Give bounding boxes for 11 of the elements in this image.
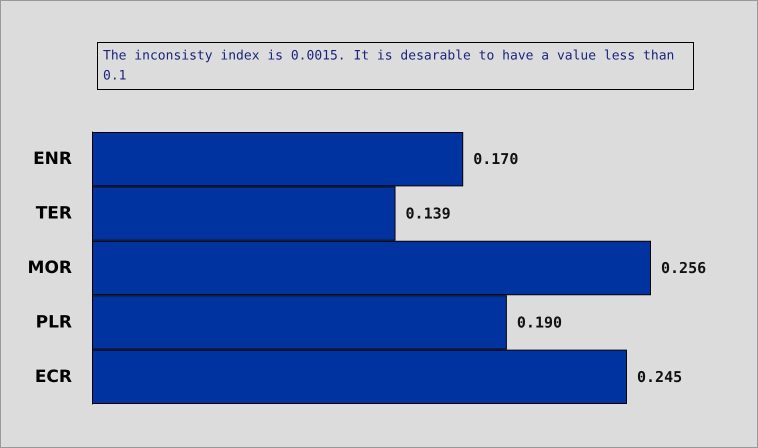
data-label: 0.256: [661, 259, 706, 277]
y-tick-label: ECR: [34, 366, 72, 387]
y-tick-label: TER: [36, 204, 72, 224]
y-tick-label: PLR: [36, 312, 72, 332]
data-label: 0.245: [636, 368, 682, 386]
data-label: 0.170: [473, 150, 518, 168]
data-label: 0.190: [516, 313, 562, 332]
data-label: 0.139: [406, 204, 451, 223]
text: The inconsisty index is 0.0015. It is desarable to have a value less than 0.1: [103, 48, 682, 84]
y-tick-label: ENR: [33, 149, 72, 170]
y-tick-label: MOR: [28, 258, 72, 278]
